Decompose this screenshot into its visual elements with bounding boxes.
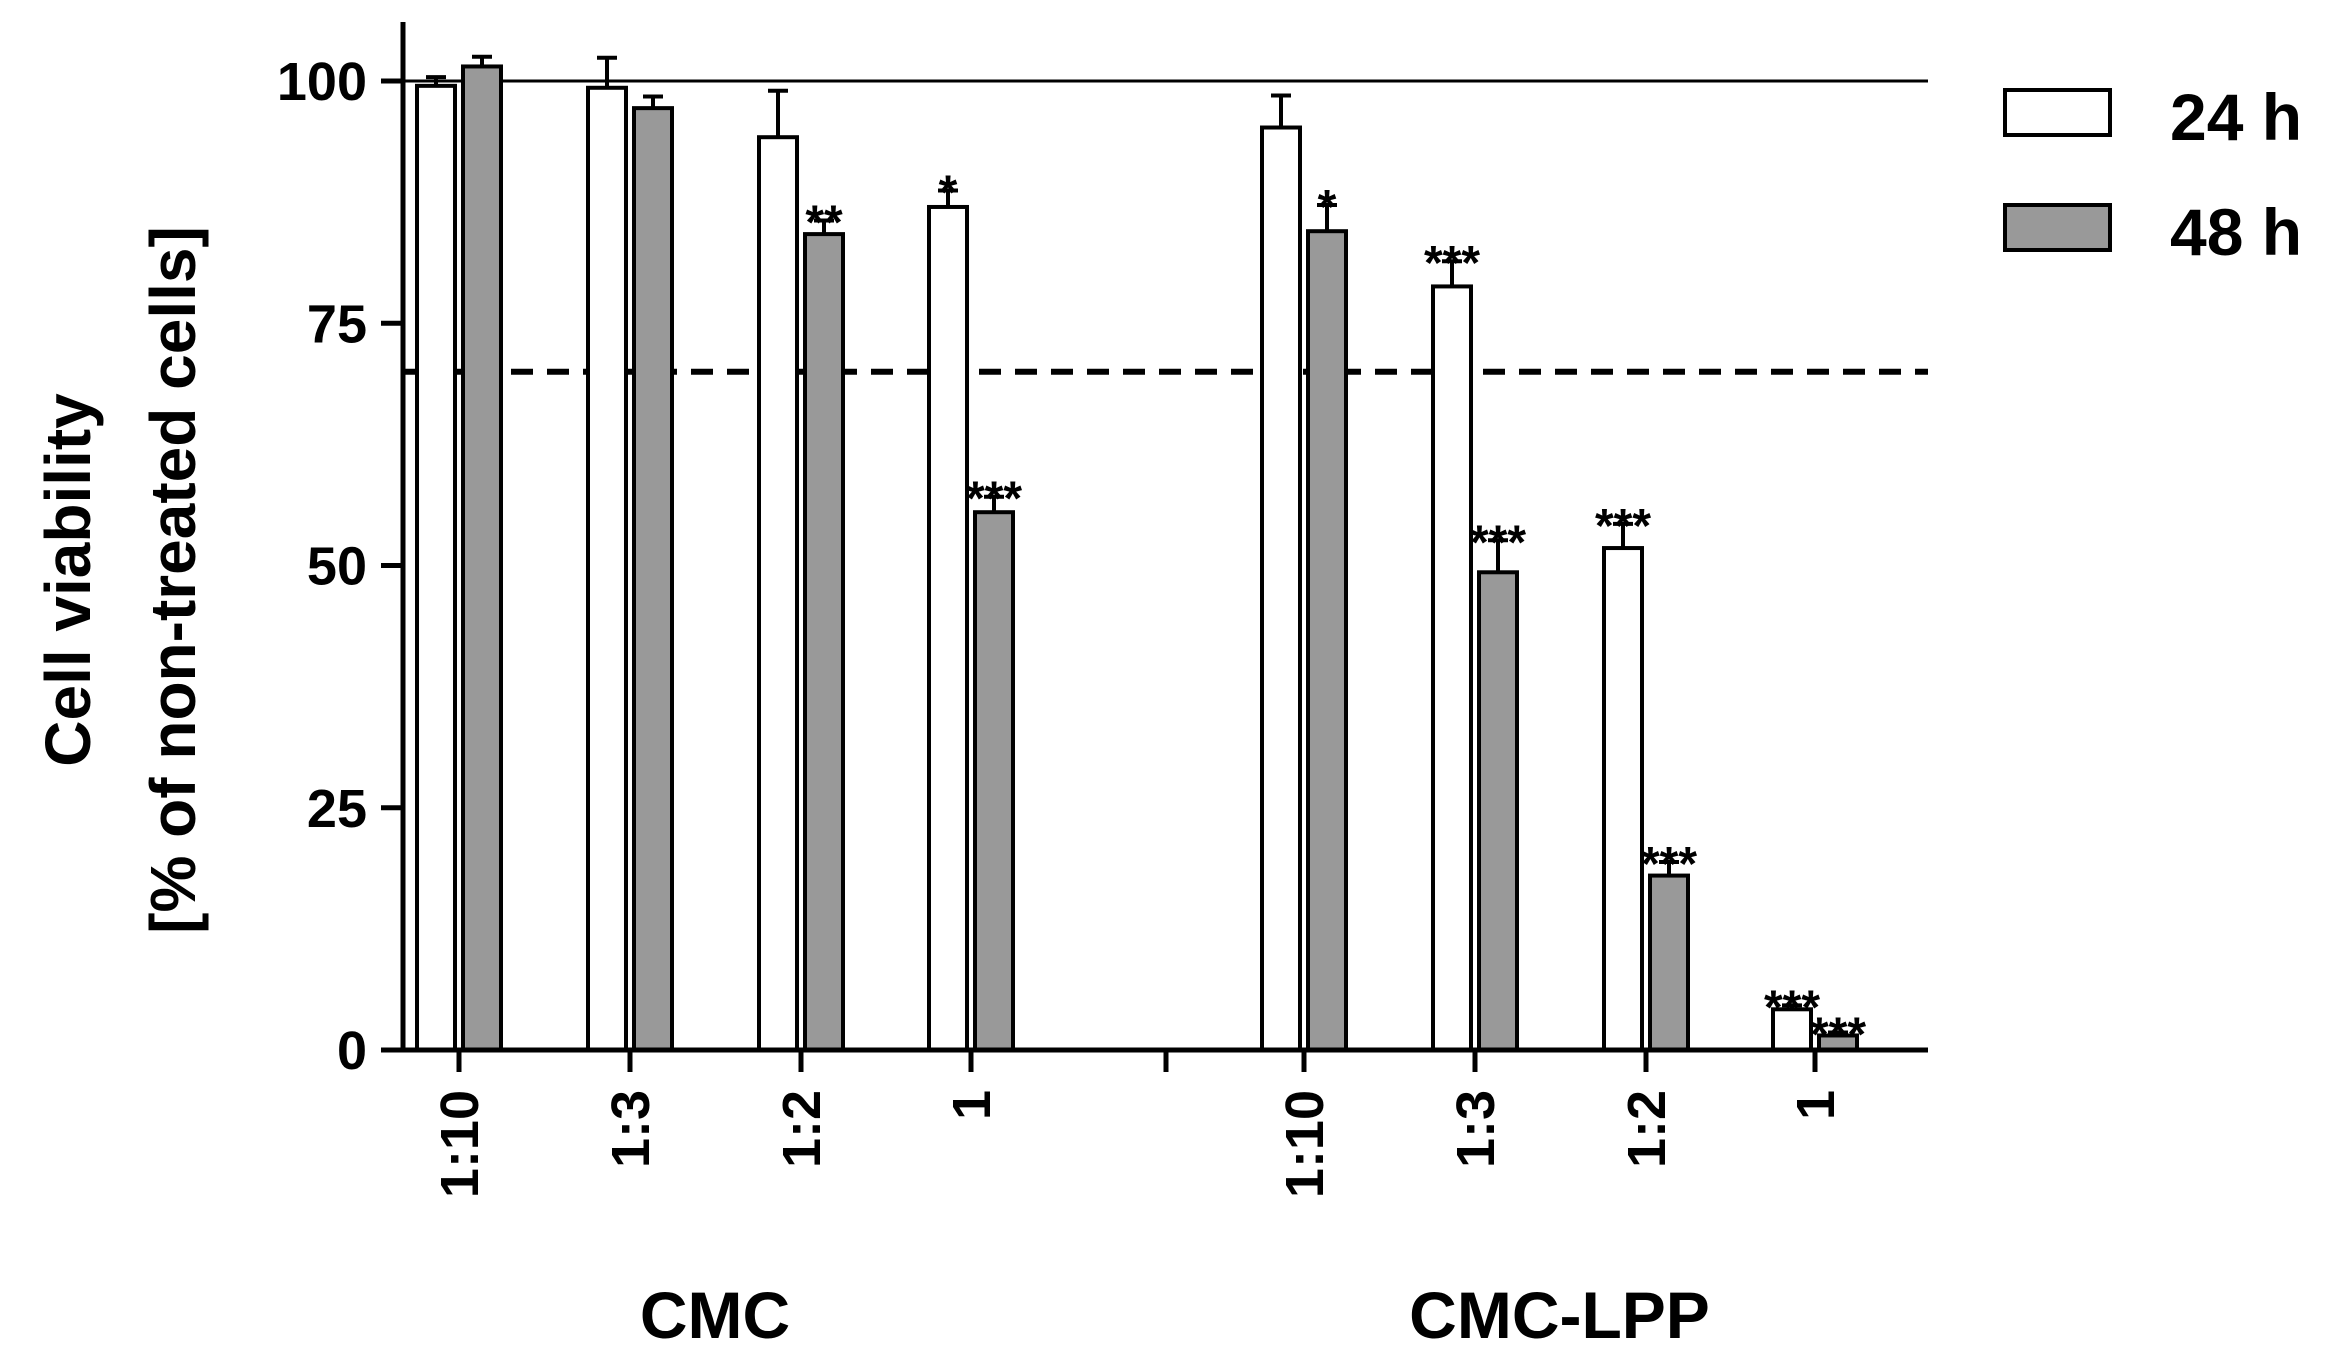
y-axis-label-line1: Cell viability bbox=[32, 393, 104, 767]
bar-48h bbox=[1306, 229, 1348, 1052]
y-tick-label: 25 bbox=[307, 779, 367, 839]
significance-stars: ** bbox=[805, 197, 843, 250]
x-tick-label: 1:10 bbox=[1275, 1090, 1335, 1198]
significance-stars: *** bbox=[1641, 838, 1697, 891]
x-tick-label: 1:3 bbox=[1446, 1090, 1506, 1168]
bar-24h bbox=[1260, 125, 1302, 1052]
legend-label-48h: 48 h bbox=[2170, 195, 2302, 269]
bar-24h bbox=[927, 204, 969, 1053]
x-tick-label: 1:10 bbox=[430, 1090, 490, 1198]
y-axis: 0 25 50 75 100 bbox=[277, 22, 406, 1081]
significance-stars: *** bbox=[1424, 237, 1480, 290]
significance-stars: *** bbox=[1764, 981, 1820, 1034]
x-tick-label: 1 bbox=[942, 1090, 1002, 1120]
bar-24h bbox=[415, 83, 457, 1053]
group-label: CMC-LPP bbox=[1409, 1278, 1710, 1352]
x-tick-label: 1:2 bbox=[1617, 1090, 1677, 1168]
bar-48h bbox=[461, 64, 503, 1052]
y-axis-label-line2: [% of non-treated cells] bbox=[137, 226, 209, 934]
legend: 24 h 48 h bbox=[2003, 80, 2302, 269]
x-axis: 1:10 1:3 1:2 1 CMC 1:10 1:3 1:2 1 CMC-LPP bbox=[403, 1047, 1928, 1352]
significance-stars: * bbox=[1318, 181, 1337, 234]
legend-label-24h: 24 h bbox=[2170, 80, 2302, 154]
significance-stars: *** bbox=[966, 473, 1022, 526]
reference-lines bbox=[403, 79, 1928, 375]
bar-24h bbox=[757, 135, 799, 1052]
legend-swatch-24h bbox=[2003, 88, 2112, 137]
legend-swatch-48h bbox=[2003, 203, 2112, 252]
bar-48h bbox=[1648, 873, 1690, 1053]
y-tick-label: 100 bbox=[277, 52, 367, 112]
x-tick-label: 1:2 bbox=[772, 1090, 832, 1168]
group-label: CMC bbox=[640, 1278, 790, 1352]
bar-48h bbox=[1477, 570, 1519, 1053]
x-tick-label: 1 bbox=[1786, 1090, 1846, 1120]
significance-stars: *** bbox=[1595, 500, 1651, 553]
bar-48h bbox=[973, 510, 1015, 1052]
x-tick-label: 1:3 bbox=[601, 1090, 661, 1168]
y-tick-label: 75 bbox=[307, 294, 367, 354]
y-tick-label: 50 bbox=[307, 537, 367, 597]
bars: ************************* bbox=[415, 54, 1866, 1062]
significance-stars: * bbox=[939, 166, 958, 219]
significance-stars: *** bbox=[1470, 516, 1526, 569]
y-tick-label: 0 bbox=[337, 1021, 367, 1081]
bar-24h bbox=[1431, 284, 1473, 1053]
bar-48h bbox=[803, 232, 845, 1053]
bar-48h bbox=[632, 106, 674, 1052]
bar-24h bbox=[586, 85, 628, 1052]
significance-stars: *** bbox=[1810, 1009, 1866, 1062]
bar-24h bbox=[1602, 546, 1644, 1052]
